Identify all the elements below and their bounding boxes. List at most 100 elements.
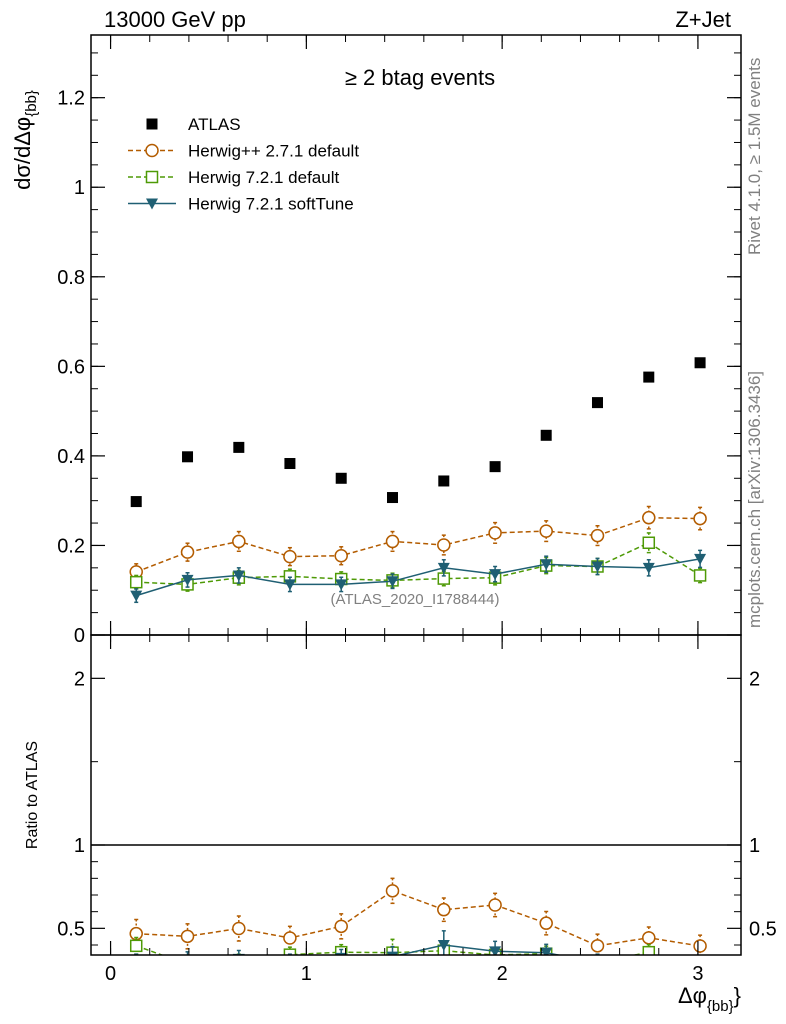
y-tick-label: 1.2 [57, 88, 85, 110]
data-point [129, 939, 143, 953]
data-point [437, 562, 450, 574]
legend-entry-herwig-7-2-1-default: Herwig 7.2.1 default [128, 168, 339, 187]
data-point [642, 931, 656, 945]
data-point [232, 534, 246, 549]
y-tick-label: 0.8 [57, 267, 85, 289]
data-point [540, 429, 552, 441]
x-label-main-part: Δφ [678, 983, 707, 1008]
data-point [437, 902, 451, 917]
x-label-brace: } [734, 983, 741, 1008]
y-tick-label: 2 [74, 668, 85, 690]
data-point [590, 939, 605, 953]
data-point [643, 371, 655, 383]
series-line-herwig-7-2-1-default [136, 541, 701, 586]
data-point [488, 898, 502, 912]
data-point [438, 475, 450, 487]
series-herwig-7-2-1-default-main [129, 532, 707, 592]
data-point [591, 958, 603, 969]
series-line-herwig-2-7-1-default [136, 889, 701, 947]
data-point [232, 921, 246, 936]
series-line-herwig-7-2-1-softtune [135, 558, 701, 597]
legend: ATLAS Herwig++ 2.7.1 default Herwig 7.2.1 … [128, 115, 359, 214]
y-tick-label: 1 [74, 177, 85, 199]
data-point [130, 958, 142, 969]
y-tick-label-right: 1 [749, 835, 760, 857]
x-tick-label: 0 [105, 963, 116, 985]
data-point [590, 528, 605, 543]
data-point [693, 511, 707, 526]
data-point [335, 472, 347, 484]
analysis-watermark: (ATLAS_2020_I1788444) [330, 591, 499, 608]
data-point [539, 524, 553, 538]
data-point [232, 954, 246, 955]
data-point [642, 510, 656, 525]
data-point [130, 496, 142, 508]
data-point [693, 569, 707, 582]
y-tick-label: 0 [74, 625, 85, 647]
series-herwig-2-7-1-default-main [129, 505, 707, 581]
data-point [642, 536, 656, 550]
x-tick-label: 3 [692, 963, 703, 985]
data-point [334, 548, 348, 563]
y-tick-label: 0.5 [57, 918, 85, 940]
x-tick-label: 1 [301, 963, 312, 985]
legend-marker [146, 198, 158, 210]
data-point [592, 957, 603, 968]
data-point [182, 959, 193, 970]
series-atlas-main [130, 357, 706, 508]
data-point [284, 458, 296, 470]
data-point [437, 940, 450, 951]
ratio-frame [90, 634, 742, 956]
data-point [540, 947, 553, 955]
y-tick-label-right: 0.5 [749, 918, 777, 940]
main-y-axis-label: dσ/dΔφ{bb} [10, 90, 40, 190]
data-point [386, 951, 399, 955]
data-point [181, 574, 194, 586]
legend-marker [146, 118, 158, 130]
data-point [694, 357, 706, 369]
data-point [387, 492, 399, 504]
series-herwig-7-2-1-softtune-ratio [130, 930, 655, 974]
data-point [283, 549, 297, 564]
rivet-version-label: Rivet 4.1.0, ≥ 1.5M events [745, 58, 764, 255]
data-point [489, 946, 502, 955]
y-tick-label: 0.6 [57, 356, 85, 378]
y-tick-label: 0.4 [57, 446, 85, 468]
legend-entry-herwig-7-2-1-softtune: Herwig 7.2.1 softTune [128, 195, 354, 214]
data-point [233, 441, 245, 453]
data-point [232, 570, 245, 582]
x-label-sub-part: {bb} [707, 998, 734, 1015]
data-point [693, 939, 707, 953]
data-point [591, 397, 603, 409]
data-point [642, 945, 656, 955]
series-herwig-7-2-1-softtune-main [130, 549, 707, 604]
header-right-label: Z+Jet [675, 7, 731, 32]
data-point [385, 884, 400, 898]
legend-entry-atlas: ATLAS [146, 115, 241, 134]
data-point [180, 929, 195, 944]
data-point [643, 963, 655, 974]
legend-label: ATLAS [188, 115, 241, 134]
y-tick-label-right: 2 [749, 668, 760, 690]
legend-marker [145, 170, 159, 184]
data-point [694, 553, 707, 565]
series-herwig-7-2-1-default-ratio [129, 936, 657, 970]
ratio-panel: 0.5 0.5 1 1 2 2 0 1 2 3 Ratio to ATLAS Δφ{bb}} [24, 635, 777, 1015]
data-point [182, 451, 194, 463]
series-herwig-2-7-1-default-ratio [129, 877, 707, 955]
data-point [591, 561, 604, 573]
data-point [539, 916, 553, 930]
series-line-herwig-2-7-1-default [135, 516, 701, 573]
data-point [283, 931, 297, 945]
data-point [130, 590, 143, 602]
data-point [437, 538, 451, 552]
data-point [334, 919, 348, 934]
data-point [182, 955, 194, 966]
legend-entry-herwig-2-7-1-default: Herwig++ 2.7.1 default [128, 142, 359, 161]
legend-label: Herwig++ 2.7.1 default [188, 142, 359, 161]
data-point [386, 576, 399, 588]
y-tick-label: 1 [74, 835, 85, 857]
main-panel: ≥ 2 btag events (ATLAS_2020_I1788444) 0 0… [10, 35, 741, 647]
y-label-main-part: dσ/dΔφ [10, 117, 35, 190]
